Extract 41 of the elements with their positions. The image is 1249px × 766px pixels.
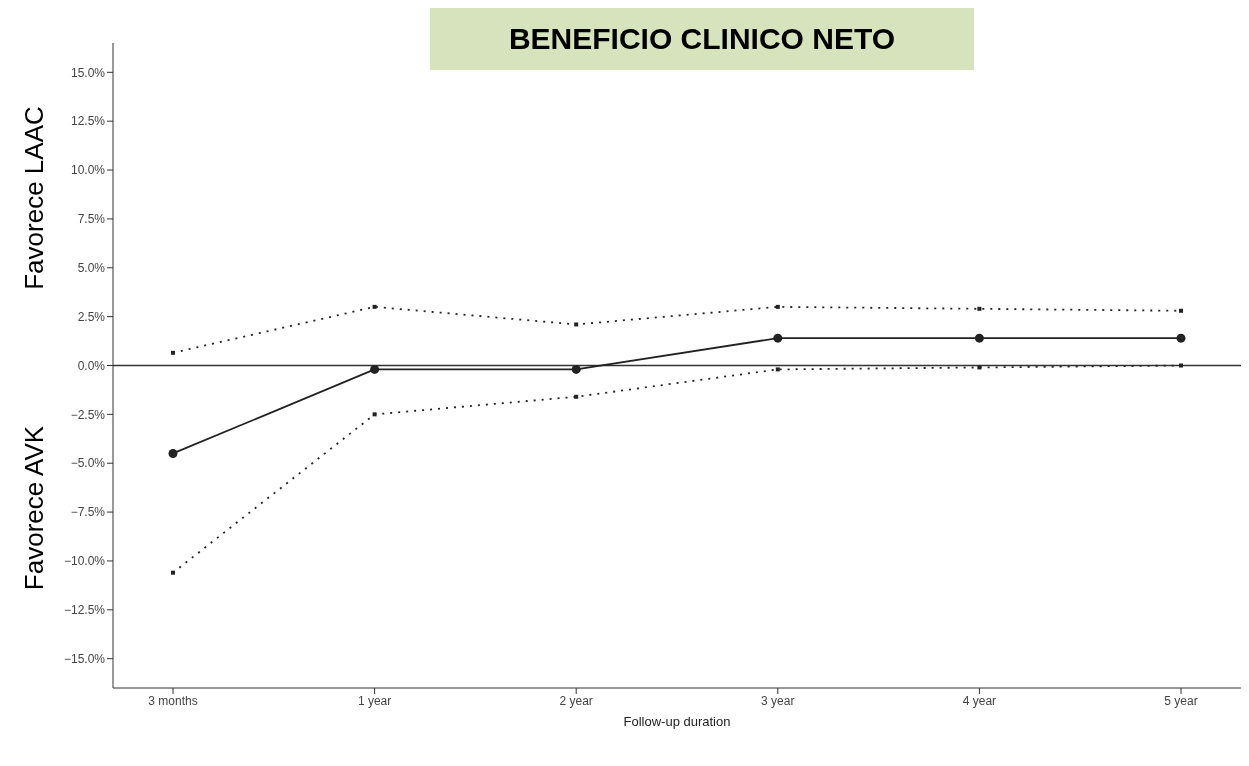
x-tick-label: 5 year — [1164, 693, 1198, 708]
point — [171, 570, 175, 575]
point — [1179, 363, 1183, 368]
y-tick-label: 5.0% — [77, 261, 106, 276]
y-tick-label: 2.5% — [77, 309, 106, 324]
x-tick-label: 3 months — [148, 693, 198, 708]
point — [574, 394, 579, 399]
point — [775, 367, 780, 372]
y-tick-label: 15.0% — [70, 65, 106, 80]
point — [977, 365, 982, 370]
y-tick-label: −10.0% — [63, 554, 106, 569]
x-tick-label: 4 year — [962, 693, 997, 708]
x-tick-label: 3 year — [761, 693, 795, 708]
y-tick-label: 0.0% — [77, 358, 106, 373]
point — [370, 364, 380, 374]
point — [372, 412, 377, 417]
x-tick-label: 1 year — [357, 693, 392, 708]
point — [775, 304, 780, 309]
point — [372, 304, 377, 309]
text: Favorece AVK — [18, 425, 50, 591]
y-tick-label: −2.5% — [70, 407, 106, 422]
text: Favorece LAAC — [18, 106, 50, 290]
x-tick-label: 2 year — [559, 693, 593, 708]
y-tick-label: −15.0% — [63, 651, 106, 666]
point — [171, 350, 175, 355]
point — [977, 306, 982, 311]
point — [571, 364, 581, 374]
point — [574, 322, 579, 327]
title-banner: BENEFICIO CLINICO NETO — [430, 8, 974, 70]
y-tick-label: −5.0% — [70, 456, 106, 471]
y-tick-label: 7.5% — [77, 212, 106, 227]
y-tick-label: −12.5% — [63, 603, 106, 618]
y-tick-label: 10.0% — [70, 163, 106, 178]
point — [1179, 308, 1183, 313]
point — [168, 448, 178, 458]
x-axis-title: Follow-up duration — [623, 714, 731, 729]
y-tick-label: 12.5% — [70, 114, 106, 129]
y-tick-label: −7.5% — [70, 505, 106, 520]
point — [974, 333, 984, 343]
point — [773, 333, 783, 343]
point — [1176, 333, 1186, 343]
